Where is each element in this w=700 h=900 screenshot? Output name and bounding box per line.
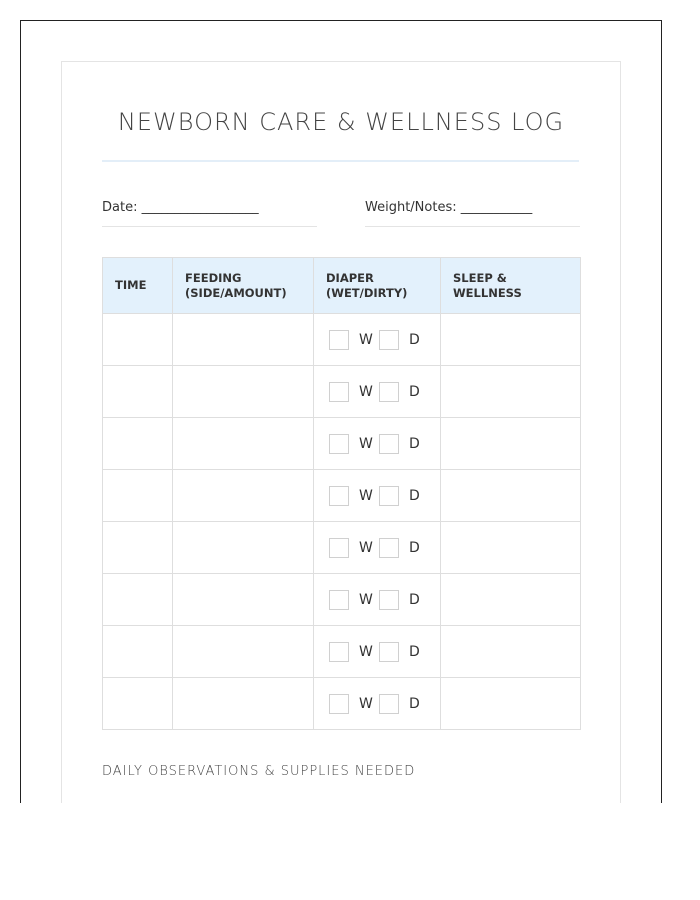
wet-label: W xyxy=(359,435,373,452)
time-cell[interactable] xyxy=(102,573,173,626)
sleep-wellness-cell[interactable] xyxy=(440,365,581,418)
weight-notes-field[interactable]: Weight/Notes: ___________ xyxy=(365,200,580,227)
wet-label: W xyxy=(359,591,373,608)
sleep-wellness-cell[interactable] xyxy=(440,417,581,470)
header-diaper: DIAPER (WET/DIRTY) xyxy=(313,257,441,314)
time-cell[interactable] xyxy=(102,521,173,574)
sleep-wellness-cell[interactable] xyxy=(440,521,581,574)
time-cell[interactable] xyxy=(102,625,173,678)
table-header-row: TIME FEEDING (SIDE/AMOUNT) DIAPER (WET/DIR… xyxy=(102,257,581,314)
wet-label: W xyxy=(359,643,373,660)
time-cell[interactable] xyxy=(102,469,173,522)
feeding-cell[interactable] xyxy=(172,417,314,470)
feeding-cell[interactable] xyxy=(172,313,314,366)
dirty-label: D xyxy=(409,695,420,712)
dirty-checkbox[interactable] xyxy=(379,329,399,350)
sleep-wellness-cell[interactable] xyxy=(440,313,581,366)
wet-checkbox[interactable] xyxy=(329,693,349,714)
wet-checkbox[interactable] xyxy=(329,329,349,350)
feeding-cell[interactable] xyxy=(172,677,314,730)
sleep-wellness-cell[interactable] xyxy=(440,677,581,730)
dirty-label: D xyxy=(409,591,420,608)
log-page: NEWBORN CARE & WELLNESS LOG Date: ______… xyxy=(61,61,621,803)
time-cell[interactable] xyxy=(102,313,173,366)
page-title: NEWBORN CARE & WELLNESS LOG xyxy=(117,108,565,136)
dirty-checkbox[interactable] xyxy=(379,589,399,610)
feeding-cell[interactable] xyxy=(172,469,314,522)
wet-checkbox[interactable] xyxy=(329,537,349,558)
wet-label: W xyxy=(359,383,373,400)
care-log-table: TIME FEEDING (SIDE/AMOUNT) DIAPER (WET/DIR… xyxy=(102,257,581,730)
dirty-label: D xyxy=(409,435,420,452)
feeding-cell[interactable] xyxy=(172,365,314,418)
wet-checkbox[interactable] xyxy=(329,589,349,610)
observations-heading: DAILY OBSERVATIONS & SUPPLIES NEEDED xyxy=(102,764,416,779)
wet-label: W xyxy=(359,487,373,504)
dirty-checkbox[interactable] xyxy=(379,537,399,558)
sleep-wellness-cell[interactable] xyxy=(440,573,581,626)
time-cell[interactable] xyxy=(102,365,173,418)
dirty-label: D xyxy=(409,539,420,556)
dirty-label: D xyxy=(409,331,420,348)
dirty-checkbox[interactable] xyxy=(379,693,399,714)
dirty-checkbox[interactable] xyxy=(379,641,399,662)
title-divider xyxy=(102,160,579,162)
time-cell[interactable] xyxy=(102,677,173,730)
header-feeding: FEEDING (SIDE/AMOUNT) xyxy=(172,257,314,314)
sleep-wellness-cell[interactable] xyxy=(440,469,581,522)
feeding-cell[interactable] xyxy=(172,521,314,574)
document-frame: NEWBORN CARE & WELLNESS LOG Date: ______… xyxy=(20,20,662,803)
time-cell[interactable] xyxy=(102,417,173,470)
header-sleep-wellness: SLEEP & WELLNESS xyxy=(440,257,581,314)
dirty-label: D xyxy=(409,487,420,504)
wet-checkbox[interactable] xyxy=(329,485,349,506)
wet-checkbox[interactable] xyxy=(329,433,349,454)
dirty-checkbox[interactable] xyxy=(379,381,399,402)
feeding-cell[interactable] xyxy=(172,625,314,678)
dirty-checkbox[interactable] xyxy=(379,433,399,454)
sleep-wellness-cell[interactable] xyxy=(440,625,581,678)
dirty-checkbox[interactable] xyxy=(379,485,399,506)
header-time: TIME xyxy=(102,257,173,314)
wet-label: W xyxy=(359,331,373,348)
date-field[interactable]: Date: __________________ xyxy=(102,200,317,227)
dirty-label: D xyxy=(409,643,420,660)
wet-label: W xyxy=(359,695,373,712)
wet-label: W xyxy=(359,539,373,556)
wet-checkbox[interactable] xyxy=(329,641,349,662)
dirty-label: D xyxy=(409,383,420,400)
wet-checkbox[interactable] xyxy=(329,381,349,402)
feeding-cell[interactable] xyxy=(172,573,314,626)
